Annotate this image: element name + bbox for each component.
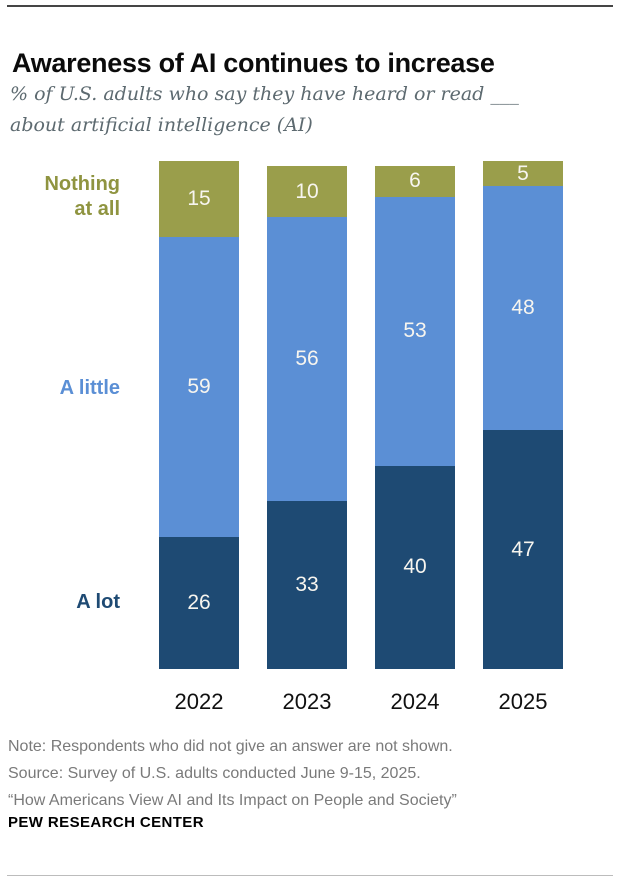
- note-line: Note: Respondents who did not give an an…: [8, 738, 453, 755]
- category-label-nothing-at-all: Nothing at all: [44, 173, 120, 220]
- value-label: 33: [295, 573, 319, 597]
- top-divider: [7, 5, 613, 7]
- pew-research-center-wordmark: PEW RESEARCH CENTER: [8, 814, 204, 831]
- plot-area: 26 59 15 33 56 10 40 53 6 47 48 5: [0, 150, 620, 669]
- value-label: 5: [517, 161, 529, 185]
- bar-2025: 47 48 5: [483, 161, 563, 669]
- value-label: 47: [511, 537, 535, 561]
- chart-title: Awareness of AI continues to increase: [12, 48, 495, 79]
- value-label: 59: [187, 375, 211, 399]
- x-axis-label-2025: 2025: [498, 689, 548, 714]
- chart-subtitle: % of U.S. adults who say they have heard…: [10, 83, 519, 136]
- x-axis: 2022 2023 2024 2025: [0, 689, 620, 717]
- x-axis-label-2022: 2022: [174, 689, 224, 714]
- value-label: 56: [295, 347, 319, 371]
- report-title-line: “How Americans View AI and Its Impact on…: [8, 792, 457, 809]
- category-label-a-lot: A lot: [76, 591, 120, 613]
- footnotes: Note: Respondents who did not give an an…: [8, 733, 612, 814]
- bar-segment-a-lot: 40: [375, 465, 455, 669]
- bar-2022: 26 59 15: [159, 161, 239, 669]
- bar-segment-a-lot: 26: [159, 536, 239, 669]
- value-label: 40: [403, 555, 427, 579]
- value-label: 48: [511, 296, 535, 320]
- bar-segment-nothing-at-all: 10: [267, 166, 347, 217]
- value-label: 53: [403, 319, 427, 343]
- source-line: Source: Survey of U.S. adults conducted …: [8, 765, 421, 782]
- value-label: 15: [187, 187, 211, 211]
- bar-segment-a-little: 56: [267, 216, 347, 502]
- value-label: 6: [409, 169, 421, 193]
- bar-2023: 33 56 10: [267, 166, 347, 669]
- bar-segment-a-little: 48: [483, 186, 563, 431]
- category-label-a-little: A little: [59, 377, 120, 399]
- bar-segment-a-lot: 47: [483, 430, 563, 669]
- value-label: 10: [295, 179, 319, 203]
- bar-segment-nothing-at-all: 15: [159, 161, 239, 238]
- x-axis-label-2024: 2024: [390, 689, 440, 714]
- value-label: 26: [187, 590, 211, 614]
- bottom-divider: [7, 875, 613, 876]
- bar-segment-a-little: 59: [159, 237, 239, 537]
- bar-2024: 40 53 6: [375, 166, 455, 669]
- bar-segment-nothing-at-all: 5: [483, 161, 563, 187]
- bar-segment-a-little: 53: [375, 196, 455, 466]
- bar-segment-nothing-at-all: 6: [375, 166, 455, 197]
- x-axis-label-2023: 2023: [282, 689, 332, 714]
- bar-segment-a-lot: 33: [267, 501, 347, 669]
